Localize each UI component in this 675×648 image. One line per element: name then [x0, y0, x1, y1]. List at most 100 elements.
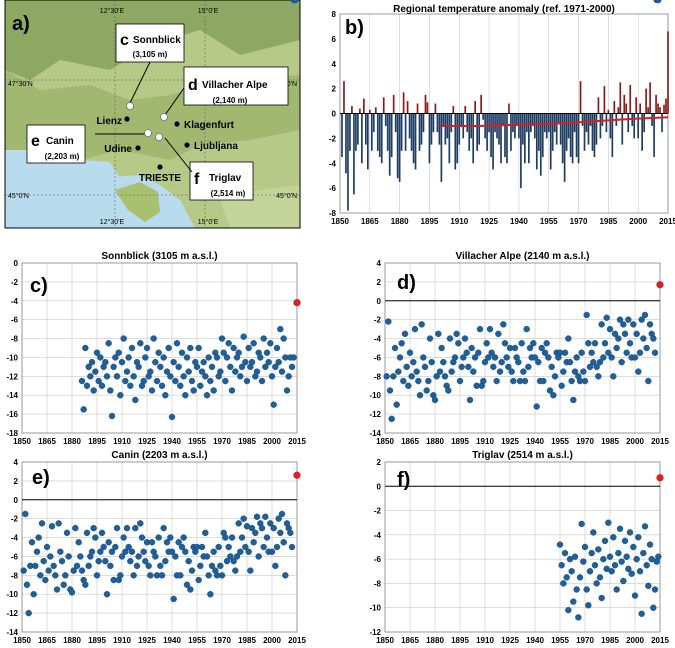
data-point-1944 [175, 539, 182, 546]
data-point-1934 [158, 382, 166, 389]
bar-1896 [430, 113, 433, 145]
data-point-1933 [157, 363, 164, 371]
bar-1931 [500, 113, 502, 164]
data-point-1869 [413, 368, 420, 375]
bar-1952 [541, 113, 544, 158]
data-point-2000 [631, 354, 639, 361]
data-point-1918 [495, 330, 502, 338]
data-point-1876 [425, 377, 432, 385]
data-point-1986 [245, 344, 252, 352]
data-point-1987 [610, 373, 617, 380]
data-point-1896 [458, 363, 465, 371]
data-point-1923 [140, 548, 147, 555]
y-tick-label: -4 [374, 335, 382, 344]
data-point-1980 [235, 520, 242, 527]
x-tick-label-2000: 2000 [263, 437, 281, 446]
data-point-1865 [43, 543, 51, 551]
data-point-1939 [167, 534, 174, 541]
data-point-1975 [227, 553, 234, 560]
data-point-1978 [595, 373, 602, 380]
lat-label-left-2: 45°0'N [8, 192, 29, 200]
data-point-1935 [523, 325, 530, 333]
leader-line-triglav [164, 137, 193, 173]
panel-label-f: f) [397, 469, 410, 491]
plot-frame [21, 461, 298, 633]
data-point-1969 [217, 562, 224, 570]
data-point-1995 [260, 543, 267, 551]
data-point-1940 [168, 413, 176, 421]
data-point-1896 [95, 377, 102, 385]
y-tick-label: 8 [332, 10, 337, 19]
data-point-1975 [590, 529, 597, 536]
panel-e-canin: 1850 1865 1880 1895 1910 1925 1940 1955 1970 1985… [6, 0, 306, 645]
data-point-1914 [125, 543, 132, 551]
lat-label-right-2: 45°0'N [276, 192, 297, 200]
data-point-2004 [638, 610, 645, 617]
x-tick-label-1850: 1850 [13, 636, 31, 645]
data-point-1964 [571, 553, 579, 560]
data-point-1946 [541, 349, 549, 356]
data-point-1920 [135, 363, 142, 371]
data-point-1933 [157, 562, 164, 570]
data-point-1853 [23, 581, 31, 588]
data-point-1858 [32, 562, 39, 570]
bar-1928 [494, 113, 496, 133]
x-tick-label-1895: 1895 [421, 217, 439, 226]
bar-1875 [388, 113, 391, 176]
bar-1992 [621, 113, 624, 145]
bar-2008 [653, 113, 655, 158]
y-tick-label: 4 [377, 259, 382, 268]
bar-1907 [452, 106, 455, 114]
y-tick-label: -4 [329, 159, 337, 168]
data-point-1981 [600, 555, 607, 563]
data-point-1860 [398, 340, 405, 347]
bar-1873 [384, 113, 387, 126]
data-point-1987 [247, 567, 254, 574]
data-point-1970 [581, 543, 589, 551]
data-point-1894 [455, 340, 462, 347]
bar-1979 [595, 113, 598, 145]
bar-1980 [597, 97, 600, 114]
data-point-2007 [643, 562, 650, 569]
y-tick-label: 4 [332, 60, 337, 69]
bar-1976 [589, 113, 592, 126]
data-point-1974 [225, 543, 232, 551]
bar-1879 [396, 113, 399, 179]
data-point-1937 [163, 368, 171, 375]
data-point-1974 [225, 340, 232, 347]
y-tick-label: -10 [6, 590, 18, 599]
data-point-1903 [470, 368, 477, 375]
bar-1981 [599, 113, 602, 139]
data-point-1984 [242, 543, 249, 551]
bar-1862 [363, 98, 365, 114]
data-point-1957 [197, 562, 204, 570]
y-tick-label: -18 [6, 429, 18, 438]
data-point-1893 [90, 387, 97, 394]
panel-c-sonnblick: 1850 1865 1880 1895 1910 1925 1940 1955 1970 1985… [6, 0, 306, 446]
x-tick-label-1865: 1865 [38, 437, 56, 446]
x-tick-label-1970: 1970 [576, 437, 594, 446]
x-tick-label-1850: 1850 [376, 437, 394, 446]
bar-1991 [619, 82, 622, 114]
data-point-1927 [510, 377, 517, 385]
data-point-1889 [83, 382, 91, 389]
y-tick-label: -6 [11, 316, 19, 325]
y-tick-label: -4 [11, 297, 19, 306]
data-point-1939 [530, 340, 537, 347]
bar-1984 [605, 113, 608, 133]
data-point-1895 [93, 572, 101, 579]
data-point-1980 [598, 321, 605, 328]
data-point-1857 [393, 401, 400, 408]
data-point-1993 [620, 577, 627, 585]
data-point-1965 [573, 586, 580, 593]
data-point-1851 [383, 373, 390, 380]
panel-f-triglav: 1850 1865 1880 1895 1910 1925 1940 1955 1970 1985… [369, 450, 669, 645]
data-point-1988 [611, 562, 619, 569]
bar-1947 [531, 113, 534, 126]
data-point-2006 [641, 311, 649, 319]
bar-1859 [357, 113, 359, 145]
data-point-1868 [411, 325, 419, 333]
data-point-1910 [118, 553, 126, 560]
bar-1962 [561, 113, 564, 164]
data-point-1863 [40, 557, 47, 565]
